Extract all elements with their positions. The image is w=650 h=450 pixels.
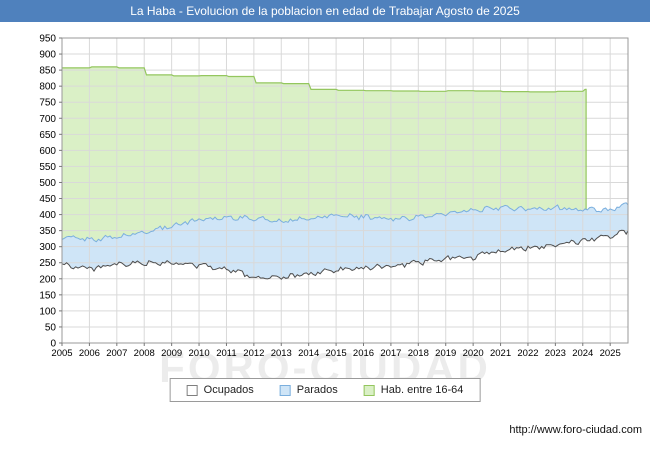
svg-text:950: 950 [39,34,56,45]
svg-text:2013: 2013 [271,348,292,359]
footer-url[interactable]: http://www.foro-ciudad.com [509,424,642,436]
svg-text:2011: 2011 [216,348,236,359]
svg-text:2008: 2008 [134,348,155,359]
svg-text:2017: 2017 [380,348,401,359]
svg-text:2020: 2020 [463,348,484,359]
svg-text:0: 0 [50,339,56,350]
svg-text:100: 100 [39,306,56,317]
svg-text:2016: 2016 [353,348,374,359]
chart-title: La Haba - Evolucion de la poblacion en e… [0,0,650,22]
svg-text:500: 500 [39,178,56,189]
svg-text:2014: 2014 [298,348,319,359]
svg-text:2007: 2007 [106,348,127,359]
svg-text:200: 200 [39,274,56,285]
svg-text:2018: 2018 [408,348,429,359]
svg-text:50: 50 [45,322,57,333]
svg-text:2015: 2015 [326,348,347,359]
legend-label: Hab. entre 16-64 [380,384,464,396]
legend-swatch [186,384,198,396]
svg-text:2025: 2025 [600,348,621,359]
svg-text:2005: 2005 [51,348,72,359]
svg-text:2023: 2023 [545,348,566,359]
svg-text:2006: 2006 [79,348,100,359]
svg-text:550: 550 [39,162,56,173]
legend-swatch [279,384,291,396]
svg-text:800: 800 [39,82,56,93]
legend-swatch [363,384,375,396]
svg-text:350: 350 [39,226,56,237]
legend-item-parados: Parados [279,384,338,396]
legend-item-ocupados: Ocupados [186,384,254,396]
svg-text:400: 400 [39,210,56,221]
legend-label: Ocupados [203,384,254,396]
svg-text:850: 850 [39,66,56,77]
svg-text:2009: 2009 [161,348,182,359]
svg-text:2024: 2024 [572,348,593,359]
svg-text:2022: 2022 [517,348,538,359]
svg-text:150: 150 [39,290,56,301]
svg-text:600: 600 [39,146,56,157]
legend: Ocupados Parados Hab. entre 16-64 [169,378,481,402]
legend-label: Parados [296,384,338,396]
svg-text:650: 650 [39,130,56,141]
svg-text:2010: 2010 [188,348,209,359]
svg-text:700: 700 [39,114,56,125]
svg-text:450: 450 [39,194,56,205]
svg-text:300: 300 [39,242,56,253]
legend-item-hab-entre-16-64: Hab. entre 16-64 [363,384,464,396]
svg-text:2021: 2021 [490,348,511,359]
svg-text:2019: 2019 [435,348,456,359]
svg-text:900: 900 [39,50,56,61]
svg-text:250: 250 [39,258,56,269]
svg-text:750: 750 [39,98,56,109]
svg-text:2012: 2012 [243,348,264,359]
